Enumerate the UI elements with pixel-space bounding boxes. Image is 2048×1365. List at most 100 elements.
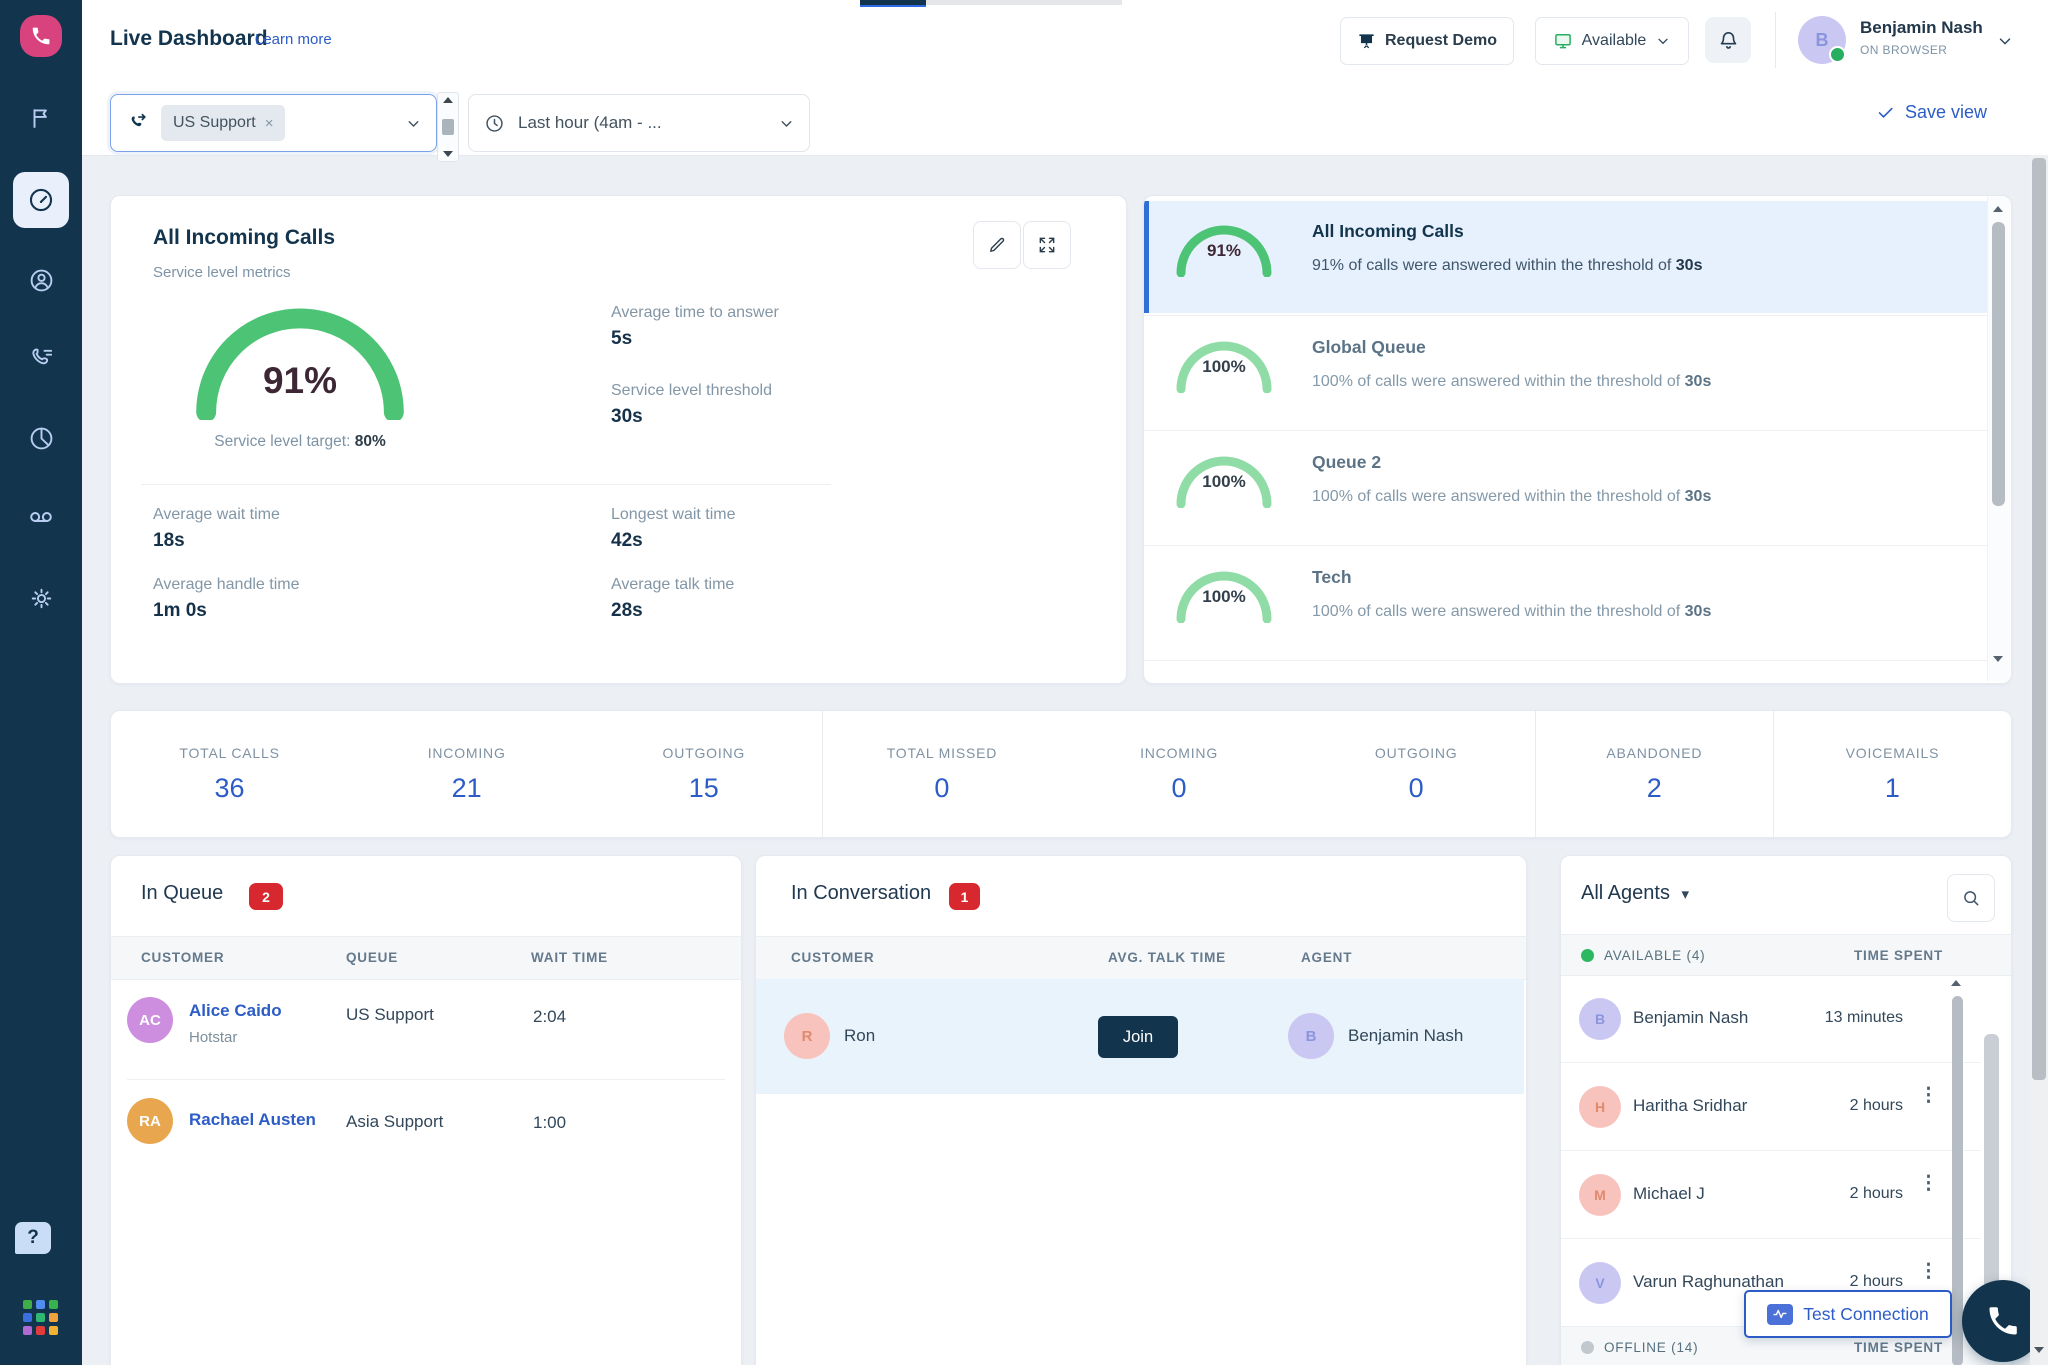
agent-avatar: B <box>1288 1013 1334 1059</box>
user-status-label: ON BROWSER <box>1860 43 1948 57</box>
agent-menu-kebab-icon[interactable]: ⋮ <box>1919 1173 1938 1194</box>
test-connection-button[interactable]: Test Connection <box>1744 1290 1952 1338</box>
dropdown-scrollbar[interactable] <box>437 92 459 162</box>
gauge-value: 91% <box>262 360 338 401</box>
queue-metric-desc: 100% of calls were answered within the t… <box>1312 488 1711 506</box>
mini-gauge-value: 100% <box>1202 357 1246 376</box>
stat-abandoned: ABANDONED 2 <box>1536 711 1774 837</box>
scroll-up-arrow-icon[interactable] <box>1951 980 1961 986</box>
stat-label: INCOMING <box>1140 745 1219 761</box>
divider <box>1144 545 1987 546</box>
time-spent: 13 minutes <box>1824 1009 1903 1026</box>
wait-time: 1:00 <box>533 1113 567 1132</box>
sidebar-item-onboarding[interactable] <box>17 94 65 142</box>
customer-name-link[interactable]: Rachael Austen <box>189 1110 316 1129</box>
user-menu-chevron-icon[interactable] <box>1996 32 2014 50</box>
queue-metric-item-all-incoming-calls[interactable]: 91% All Incoming Calls 91% of calls were… <box>1144 201 1987 313</box>
metric-value: 28s <box>611 600 643 621</box>
agent-menu-kebab-icon[interactable]: ⋮ <box>1919 1085 1938 1106</box>
customer-name-link[interactable]: Alice Caido <box>189 1001 282 1020</box>
scroll-thumb[interactable] <box>1992 222 2005 506</box>
in-conversation-count-badge: 1 <box>949 883 980 910</box>
scroll-up-arrow-icon[interactable] <box>1993 206 2003 212</box>
column-agent: AGENT <box>1301 950 1353 965</box>
column-wait-time: WAIT TIME <box>531 950 608 965</box>
save-view-link[interactable]: Save view <box>1876 102 1987 123</box>
sidebar-item-contacts[interactable] <box>17 256 65 304</box>
user-menu[interactable]: B Benjamin Nash ON BROWSER <box>1798 14 2026 66</box>
agent-row: H Haritha Sridhar 2 hours ⋮ <box>1561 1064 1981 1150</box>
available-section-header: AVAILABLE (4) TIME SPENT <box>1561 934 2011 976</box>
stat-total-missed: TOTAL MISSED 0 <box>823 711 1060 837</box>
metric-average-wait-time: Average wait time 18s <box>153 506 280 552</box>
queue-panel-scrollbar[interactable] <box>1987 196 2010 681</box>
sidebar-item-dashboard-active[interactable] <box>13 172 69 228</box>
avatar-initial: B <box>1305 1027 1317 1045</box>
notifications-button[interactable] <box>1705 17 1751 63</box>
time-filter-dropdown[interactable]: Last hour (4am - ... <box>468 94 810 152</box>
panel-title: In Conversation <box>791 882 932 904</box>
mini-gauge-arc <box>1176 341 1272 393</box>
stat-value: 2 <box>1646 773 1662 803</box>
sidebar-item-call-logs[interactable] <box>17 334 65 382</box>
desc-text: 100% of calls were answered within the t… <box>1312 373 1681 390</box>
app-switcher-grid-icon[interactable] <box>23 1300 61 1338</box>
phone-list-icon <box>31 347 52 364</box>
queue-filter-chip[interactable]: US Support × <box>161 105 286 141</box>
sidebar: ? <box>0 0 82 1365</box>
sidebar-item-reports[interactable] <box>17 414 65 462</box>
wait-time: 2:04 <box>533 1007 567 1026</box>
divider <box>1144 315 1987 316</box>
dashboard-speedometer-icon <box>29 188 53 212</box>
table-header: CUSTOMER QUEUE WAIT TIME <box>111 936 741 980</box>
metric-service-level-threshold: Service level threshold 30s <box>611 382 772 428</box>
in-queue-count-badge: 2 <box>249 883 283 910</box>
agents-panel-scroll-thumb[interactable] <box>1984 1034 1999 1334</box>
queue-metric-item-tech[interactable]: 100% Tech 100% of calls were answered wi… <box>1144 548 1987 658</box>
customer-avatar: RA <box>127 1098 173 1144</box>
stat-value: 36 <box>214 773 245 803</box>
desc-threshold: 30s <box>1675 257 1703 274</box>
agent-search-button[interactable] <box>1947 874 1995 922</box>
queue-filter-dropdown[interactable]: US Support × <box>110 94 437 152</box>
help-button[interactable]: ? <box>15 1222 51 1254</box>
available-status-dot <box>1581 949 1594 962</box>
scroll-down-arrow-icon[interactable] <box>2034 1347 2044 1353</box>
page-scroll-thumb[interactable] <box>2032 158 2046 1080</box>
stat-value: 21 <box>451 773 482 803</box>
app-logo[interactable] <box>20 15 62 57</box>
availability-dropdown[interactable]: Available <box>1535 17 1689 65</box>
agents-list-scroll-thumb[interactable] <box>1952 996 1963 1365</box>
queue-metric-item-queue-2[interactable]: 100% Queue 2 100% of calls were answered… <box>1144 433 1987 543</box>
in-queue-row: RA Rachael Austen Asia Support 1:00 <box>111 1082 741 1164</box>
expand-widget-button[interactable] <box>1023 221 1071 269</box>
sidebar-item-admin-settings[interactable] <box>17 574 65 622</box>
agent-menu-kebab-icon[interactable]: ⋮ <box>1919 1261 1938 1282</box>
page-title: Live Dashboard <box>110 27 268 50</box>
pie-chart-icon <box>30 427 52 449</box>
scroll-down-arrow-icon[interactable] <box>443 151 453 157</box>
join-call-button[interactable]: Join <box>1098 1016 1178 1058</box>
time-spent: 2 hours <box>1849 1185 1903 1202</box>
queue-metric-item-global-queue[interactable]: 100% Global Queue 100% of calls were ans… <box>1144 318 1987 428</box>
in-conversation-row: R Ron Join B Benjamin Nash <box>756 979 1524 1094</box>
scroll-thumb[interactable] <box>442 119 454 135</box>
avatar-initials: AC <box>139 1011 161 1029</box>
edit-widget-button[interactable] <box>973 221 1021 269</box>
page-scrollbar[interactable] <box>2030 155 2048 1365</box>
metric-label: Service level threshold <box>611 382 772 399</box>
phone-logo-icon <box>32 27 50 45</box>
scroll-up-arrow-icon[interactable] <box>443 97 453 103</box>
queue-metric-desc: 100% of calls were answered within the t… <box>1312 603 1711 621</box>
metric-longest-wait-time: Longest wait time 42s <box>611 506 736 552</box>
gauge-target-value: 80% <box>354 433 386 450</box>
scroll-down-arrow-icon[interactable] <box>1993 656 2003 662</box>
customer-name: Ron <box>844 1026 876 1045</box>
remove-chip-icon[interactable]: × <box>264 114 274 132</box>
sidebar-item-voicemail[interactable] <box>17 493 65 541</box>
learn-more-link[interactable]: Learn more <box>255 31 332 48</box>
agents-filter-dropdown[interactable]: All Agents ▾ <box>1581 882 1689 905</box>
request-demo-button[interactable]: Request Demo <box>1340 17 1514 65</box>
agent-row: V Varun Raghunathan 2 hours ⋮ <box>1561 1240 1981 1326</box>
